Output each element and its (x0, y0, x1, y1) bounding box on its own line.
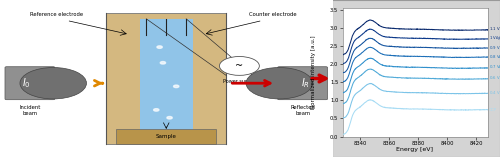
Text: $I_R$: $I_R$ (302, 76, 310, 90)
Text: 0.7 V$_{Ag/AgCl}$: 0.7 V$_{Ag/AgCl}$ (489, 64, 500, 73)
Circle shape (220, 57, 260, 75)
Circle shape (154, 109, 159, 111)
Text: 1.1 V$_{Ag/AgCl}$: 1.1 V$_{Ag/AgCl}$ (489, 25, 500, 34)
Circle shape (160, 62, 166, 64)
Text: Counter electrode: Counter electrode (249, 12, 296, 17)
FancyBboxPatch shape (5, 67, 55, 100)
Text: 0.9 V$_{Ag/AgCl}$: 0.9 V$_{Ag/AgCl}$ (489, 44, 500, 53)
Text: 1 V$_{Ag/AgCl}$: 1 V$_{Ag/AgCl}$ (489, 34, 500, 43)
Text: 0.4 V$_{Ag/AgCl}$: 0.4 V$_{Ag/AgCl}$ (489, 89, 500, 98)
Text: 0.8 V$_{Ag/AgCl}$: 0.8 V$_{Ag/AgCl}$ (489, 53, 500, 62)
Circle shape (246, 68, 312, 99)
Text: ~: ~ (236, 61, 244, 71)
Y-axis label: Normalized Intensity [a.u.]: Normalized Intensity [a.u.] (312, 35, 316, 109)
Text: $I_0$: $I_0$ (22, 76, 31, 90)
Text: Reflected
beam: Reflected beam (290, 105, 315, 116)
Text: Incident
beam: Incident beam (19, 105, 40, 116)
Circle shape (167, 116, 172, 119)
Circle shape (157, 46, 162, 48)
X-axis label: Energy [eV]: Energy [eV] (396, 147, 434, 152)
Text: Reference electrode: Reference electrode (30, 12, 83, 17)
Text: OCP: OCP (489, 108, 497, 112)
Text: Power supply: Power supply (223, 78, 256, 84)
Circle shape (174, 85, 179, 88)
Text: 0.6 V$_{Ag/AgCl}$: 0.6 V$_{Ag/AgCl}$ (489, 75, 500, 83)
Bar (140, 19, 193, 141)
Polygon shape (106, 13, 226, 144)
Bar (116, 129, 216, 144)
Circle shape (20, 68, 86, 99)
Text: Sample: Sample (156, 134, 176, 139)
FancyBboxPatch shape (278, 67, 328, 100)
